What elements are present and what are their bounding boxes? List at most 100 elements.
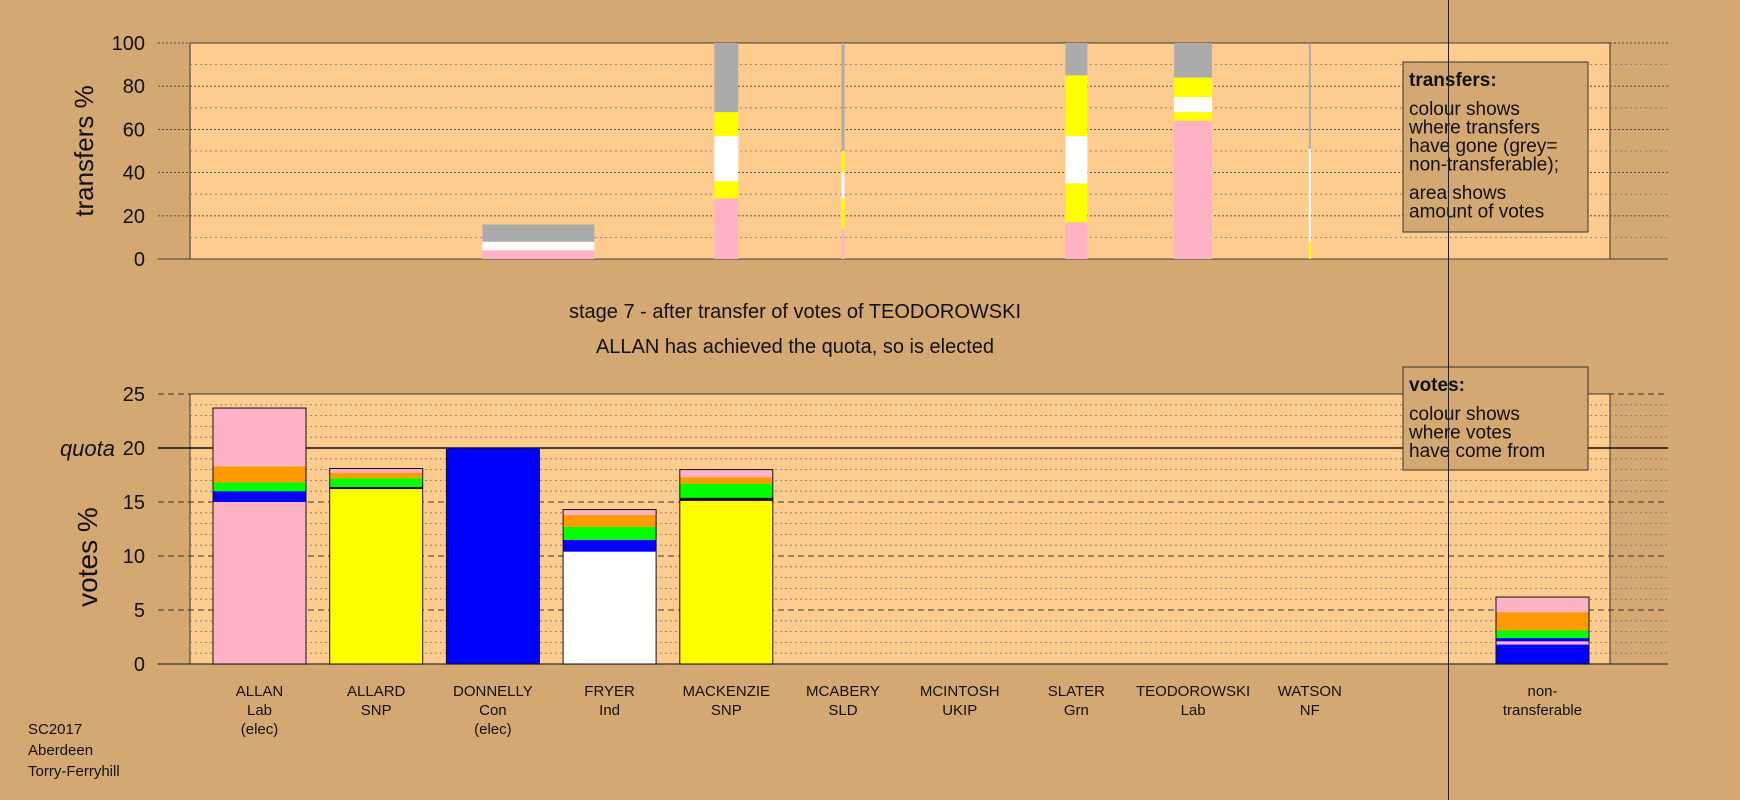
- transfers-tick-label: 20: [123, 206, 145, 228]
- transfer-segment-watson: [1308, 148, 1311, 242]
- votes-legend-line: have come from: [1409, 441, 1545, 462]
- transfer-segment-mackenzie: [714, 198, 739, 259]
- votes-plot-area: [189, 393, 1611, 665]
- candidate-name: TEODOROWSKI: [1136, 683, 1250, 700]
- votes-tick-label: 20: [123, 438, 145, 460]
- transfer-segment-mackenzie: [714, 181, 739, 199]
- nontransferable-label: transferable: [1503, 702, 1582, 719]
- vote-segment-non-transferable: [1496, 641, 1589, 645]
- transfer-segment-slater: [1065, 222, 1088, 259]
- stage-title: stage 7 - after transfer of votes of TEO…: [569, 301, 1021, 323]
- candidate-name: MCABERY: [806, 683, 880, 700]
- candidate-party: SNP: [361, 702, 392, 719]
- transfer-segment-teodorowski: [1174, 112, 1213, 121]
- transfer-segment-watson: [1308, 43, 1311, 149]
- candidate-party: Grn: [1064, 702, 1089, 719]
- vote-segment-fryer: [563, 539, 657, 552]
- transfers-tick-label: 0: [134, 249, 145, 271]
- votes-panel: 0 5 10 15 25 quota 20 votes % votes: colour shows…: [60, 0, 1668, 800]
- candidate-party: NF: [1300, 702, 1320, 719]
- candidate-party: SNP: [711, 702, 742, 719]
- vote-segment-fryer: [563, 526, 657, 540]
- transfer-segment-slater: [1065, 135, 1088, 184]
- vote-segment-mackenzie: [679, 497, 773, 501]
- transfer-segment-mcabery: [841, 151, 845, 173]
- candidate-name: MCINTOSH: [920, 683, 1000, 700]
- votes-legend-line: where votes: [1408, 423, 1511, 444]
- transfers-panel: 0 20 40 60 80 100 transfers % transfers: colour …: [69, 33, 1668, 271]
- transfer-segment-mcabery: [841, 198, 845, 229]
- transfers-tick-label: 80: [123, 76, 145, 98]
- candidate-labels: ALLAN Lab (elec) ALLARD SNP DONNELLY Con (elec)…: [236, 683, 1582, 738]
- transfers-legend-line: where transfers: [1408, 118, 1540, 139]
- vote-segment-fryer: [563, 509, 657, 515]
- footer-line-2: Aberdeen: [28, 742, 93, 759]
- transfer-segment-mackenzie: [714, 112, 739, 136]
- vote-bar-non-transferable: [1495, 596, 1590, 665]
- vote-segment-mackenzie: [679, 477, 773, 484]
- vote-segment-non-transferable: [1496, 630, 1589, 639]
- candidate-party: Con: [479, 702, 507, 719]
- transfer-segment-mackenzie: [714, 135, 739, 182]
- candidate-party: UKIP: [942, 702, 977, 719]
- votes-tick-label: 5: [134, 600, 145, 622]
- transfers-legend-box: [1402, 61, 1589, 233]
- candidate-name: WATSON: [1278, 683, 1342, 700]
- stage-subtitle: ALLAN has achieved the quota, so is elec…: [596, 336, 994, 358]
- transfer-segment-slater: [1065, 183, 1088, 223]
- transfer-segment-mcabery: [841, 43, 845, 151]
- candidate-name: ALLAN: [236, 683, 284, 700]
- transfer-segment-teodorowski: [1174, 120, 1213, 259]
- candidate-note: (elec): [241, 721, 279, 738]
- footer-line-1: SC2017: [28, 721, 82, 738]
- vote-segment-donnelly: [446, 448, 540, 664]
- votes-legend-line: colour shows: [1409, 404, 1520, 425]
- transfer-segment-donnelly: [482, 250, 595, 259]
- candidate-party: SLD: [828, 702, 857, 719]
- candidate-name: DONNELLY: [453, 683, 533, 700]
- vote-segment-non-transferable: [1496, 644, 1589, 664]
- transfer-segment-mcabery: [841, 172, 845, 199]
- vote-segment-mackenzie: [679, 483, 773, 498]
- vote-bar-mackenzie: [679, 469, 774, 665]
- nontransferable-separator: [1448, 0, 1449, 800]
- vote-bar-donnelly: [445, 447, 540, 665]
- vote-segment-allan: [213, 408, 306, 467]
- footer-line-3: Torry-Ferryhill: [28, 763, 120, 780]
- candidate-name: MACKENZIE: [683, 683, 771, 700]
- transfer-segment-teodorowski: [1174, 77, 1213, 97]
- transfers-tick-label: 60: [123, 119, 145, 141]
- votes-tick-label: 10: [123, 546, 145, 568]
- vote-segment-allard: [329, 468, 423, 473]
- vote-segment-allard: [329, 472, 423, 479]
- vote-bar-allard: [329, 468, 424, 665]
- votes-tick-label: 0: [134, 654, 145, 676]
- vote-segment-allan: [213, 502, 306, 664]
- transfers-legend-line: have gone (grey=: [1409, 136, 1557, 157]
- vote-segment-non-transferable: [1496, 612, 1589, 631]
- nontransferable-label: non-: [1527, 683, 1557, 700]
- transfers-legend-line: amount of votes: [1409, 202, 1544, 223]
- votes-tick-label: 25: [123, 384, 145, 406]
- transfer-segment-teodorowski: [1174, 43, 1213, 78]
- transfers-tick-label: 40: [123, 163, 145, 185]
- vote-segment-mackenzie: [679, 469, 773, 478]
- transfers-legend-line: colour shows: [1409, 99, 1520, 120]
- vote-segment-fryer: [563, 514, 657, 527]
- transfer-segment-teodorowski: [1174, 97, 1213, 113]
- vote-segment-non-transferable: [1496, 638, 1589, 642]
- vote-segment-mackenzie: [679, 500, 773, 664]
- quota-label: quota: [60, 436, 115, 461]
- candidate-party: Lab: [1181, 702, 1206, 719]
- transfer-segment-slater: [1065, 43, 1088, 76]
- candidate-name: SLATER: [1048, 683, 1105, 700]
- transfers-y-axis-label: transfers %: [69, 85, 99, 217]
- vote-bar-allan: [212, 407, 307, 665]
- transfer-segment-mcabery: [841, 228, 845, 259]
- vote-segment-fryer: [563, 551, 657, 664]
- transfers-legend-title: transfers:: [1409, 70, 1497, 91]
- vote-segment-allard: [329, 486, 423, 490]
- transfer-segment-donnelly: [482, 224, 595, 242]
- candidate-note: (elec): [474, 721, 512, 738]
